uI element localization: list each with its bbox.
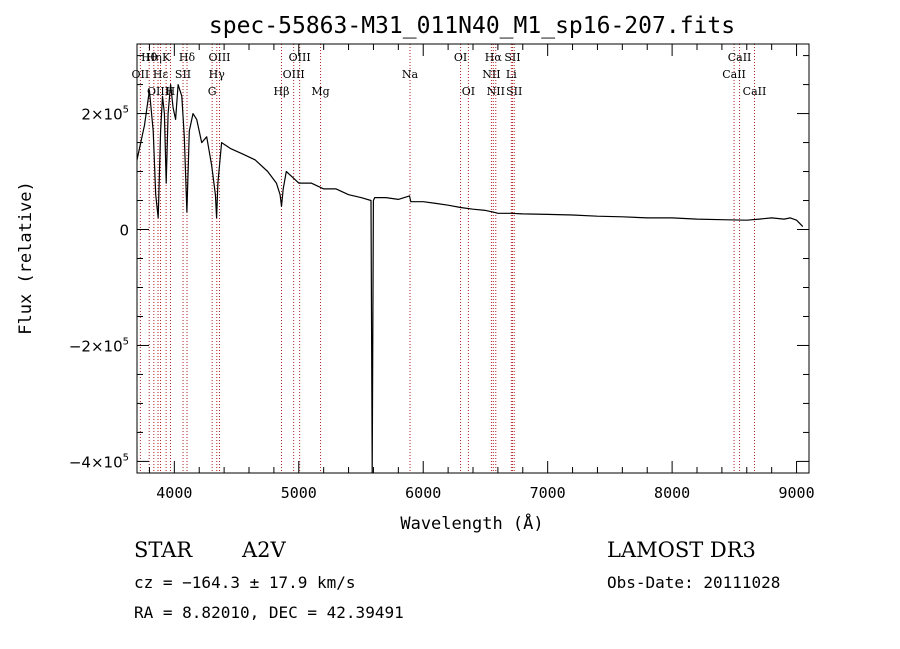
axis-ticks xyxy=(137,44,809,473)
axis-tick-labels: 4000 5000 6000 7000 8000 9000 −4×105 −2×105 0 2×1… xyxy=(69,105,815,502)
y-tick-label: 2×105 xyxy=(81,105,129,124)
line-marker-label: SII xyxy=(175,68,191,81)
line-marker-label: SII xyxy=(504,51,520,64)
ra-dec: RA = 8.82010, DEC = 42.39491 xyxy=(134,603,404,622)
line-marker-label: K xyxy=(162,51,171,64)
line-marker-label: Hβ xyxy=(274,85,290,98)
y-axis-label: Flux (relative) xyxy=(16,181,36,335)
x-tick-label: 9000 xyxy=(778,484,814,502)
line-marker-label: OI xyxy=(454,51,467,64)
line-marker-label: H xyxy=(166,85,176,98)
line-marker-label: OIII xyxy=(208,51,230,64)
line-marker-label: NII xyxy=(482,68,500,81)
line-marker-label: Hθ xyxy=(141,51,158,64)
line-marker-label: Hα xyxy=(485,51,503,64)
line-marker-label: OIII xyxy=(147,85,169,98)
line-marker-labels: OII Hθ OIII Hη Hε K H SII Hδ G Hγ OIII Hβ OIII OIII Mg N… xyxy=(132,51,767,98)
x-tick-label: 6000 xyxy=(405,484,441,502)
line-marker-label: Hγ xyxy=(209,68,226,81)
line-marker-label: CaII xyxy=(743,85,767,98)
line-marker-label: NII xyxy=(487,85,505,98)
y-tick-label: −4×105 xyxy=(69,452,129,471)
y-tick-label: 0 xyxy=(119,222,129,240)
object-class: STAR xyxy=(134,538,193,562)
x-axis-label: Wavelength (Å) xyxy=(400,512,543,534)
line-marker-label: G xyxy=(208,85,217,98)
line-marker-label: Hε xyxy=(153,68,169,81)
line-marker-label: Mg xyxy=(311,85,329,98)
x-tick-label: 8000 xyxy=(654,484,690,502)
x-tick-label: 4000 xyxy=(156,484,192,502)
obs-date: Obs-Date: 20111028 xyxy=(607,573,781,592)
y-tick-label: −2×105 xyxy=(69,336,129,355)
line-marker-label: SII xyxy=(506,85,522,98)
spectrum-line xyxy=(136,83,804,474)
line-markers xyxy=(139,44,755,473)
spectral-type: A2V xyxy=(242,538,286,562)
chart-title: spec-55863-M31_011N40_M1_sp16-207.fits xyxy=(209,13,735,39)
x-tick-label: 5000 xyxy=(281,484,317,502)
line-marker-label: OIII xyxy=(289,51,311,64)
line-marker-label: OIII xyxy=(283,68,305,81)
spectrum-series xyxy=(136,83,804,474)
line-marker-label: Hη xyxy=(146,51,162,64)
line-marker-label: OII xyxy=(132,68,150,81)
line-marker-label: Na xyxy=(402,68,419,81)
x-tick-label: 7000 xyxy=(530,484,566,502)
line-marker-label: OI xyxy=(462,85,475,98)
line-marker-label: CaII xyxy=(722,68,746,81)
redshift-cz: cz = −164.3 ± 17.9 km/s xyxy=(134,573,356,592)
survey-name: LAMOST DR3 xyxy=(607,538,756,562)
line-marker-label: Hδ xyxy=(179,51,196,64)
line-marker-label: Li xyxy=(506,68,517,81)
line-marker-label: CaII xyxy=(728,51,752,64)
plot-frame xyxy=(136,43,810,474)
